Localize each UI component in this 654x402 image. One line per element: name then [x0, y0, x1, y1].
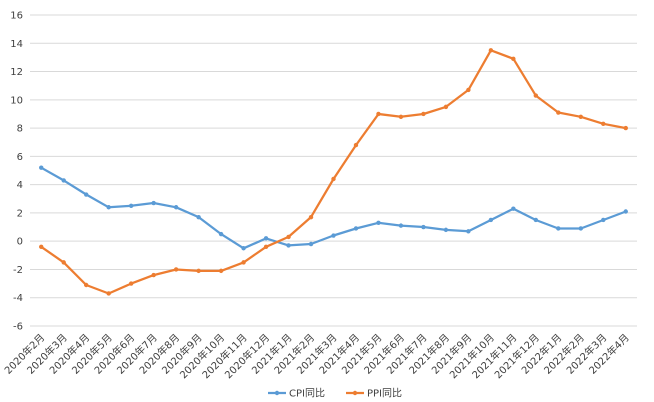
- data-point: [286, 243, 291, 248]
- data-point: [61, 178, 66, 183]
- data-point: [511, 206, 516, 211]
- data-point: [308, 214, 314, 220]
- data-point: [623, 209, 628, 214]
- data-point: [263, 244, 269, 250]
- data-point: [173, 205, 179, 210]
- data-point: [421, 111, 426, 117]
- data-point: [488, 217, 494, 223]
- data-point: [578, 226, 583, 231]
- data-point: [241, 246, 246, 251]
- data-point: [308, 241, 314, 247]
- y-tick-label: 12: [10, 67, 23, 78]
- y-tick-label: 2: [17, 208, 23, 219]
- y-tick-label: 16: [10, 11, 23, 22]
- data-point: [151, 272, 156, 278]
- data-point: [353, 142, 359, 148]
- legend-label: PPI同比: [367, 388, 402, 400]
- data-point: [128, 203, 134, 209]
- y-tick-label: 8: [17, 124, 23, 135]
- legend: CPI同比 PPI同比: [268, 388, 402, 400]
- y-tick-label: 4: [17, 180, 23, 191]
- data-point: [84, 192, 89, 197]
- legend-item: PPI同比: [346, 388, 402, 400]
- data-point: [241, 260, 246, 265]
- y-tick-label: 0: [17, 237, 23, 248]
- data-point: [466, 229, 471, 234]
- x-axis: 2020年2月2020年3月2020年4月2020年5月2020年6月2020年…: [2, 331, 632, 381]
- legend-label: CPI同比: [289, 388, 325, 400]
- data-point: [398, 223, 404, 228]
- data-point: [443, 104, 449, 110]
- data-point: [106, 291, 111, 296]
- legend-item: CPI同比: [268, 388, 325, 400]
- y-tick-label: -4: [13, 293, 23, 304]
- data-point: [263, 236, 269, 241]
- data-point: [331, 176, 336, 182]
- data-point: [39, 244, 44, 250]
- series-line: [40, 49, 627, 295]
- y-tick-label: 10: [10, 95, 23, 106]
- data-point: [196, 214, 201, 220]
- data-point: [173, 267, 179, 272]
- data-point: [61, 260, 66, 265]
- data-point: [331, 233, 336, 238]
- data-point: [196, 268, 201, 274]
- data-point: [466, 87, 471, 93]
- data-point: [353, 226, 359, 231]
- y-tick-label: 14: [10, 39, 23, 50]
- series-1: [39, 165, 628, 251]
- data-point: [601, 217, 606, 223]
- data-point: [151, 200, 156, 206]
- data-point: [128, 281, 134, 286]
- data-point: [511, 56, 516, 62]
- legend-marker: [274, 390, 280, 396]
- data-point: [533, 93, 539, 98]
- data-point: [623, 125, 628, 131]
- data-point: [106, 205, 111, 210]
- data-point: [376, 111, 381, 117]
- data-point: [84, 282, 89, 288]
- gridlines: [30, 14, 637, 327]
- y-tick-label: -2: [13, 265, 23, 276]
- data-point: [601, 121, 606, 127]
- y-tick-label: -6: [13, 322, 23, 333]
- data-point: [39, 165, 44, 170]
- legend-marker: [352, 390, 358, 396]
- data-point: [533, 217, 539, 223]
- series-2: [39, 48, 628, 296]
- data-point: [556, 226, 561, 231]
- data-point: [376, 220, 381, 226]
- data-point: [218, 268, 224, 274]
- y-tick-label: 6: [17, 152, 23, 163]
- data-point: [556, 110, 561, 115]
- data-point: [443, 227, 449, 233]
- series-lines: [39, 48, 628, 296]
- data-point: [578, 114, 583, 119]
- data-point: [488, 48, 494, 53]
- data-point: [286, 234, 291, 240]
- data-point: [218, 231, 224, 237]
- y-axis: -6 -4 -2 0 2 4 6 8 10 12 14 16: [10, 11, 23, 333]
- data-point: [421, 224, 426, 230]
- data-point: [398, 114, 404, 119]
